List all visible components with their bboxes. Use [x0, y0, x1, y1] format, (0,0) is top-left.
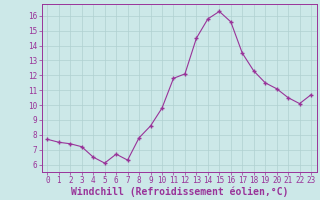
- X-axis label: Windchill (Refroidissement éolien,°C): Windchill (Refroidissement éolien,°C): [70, 187, 288, 197]
